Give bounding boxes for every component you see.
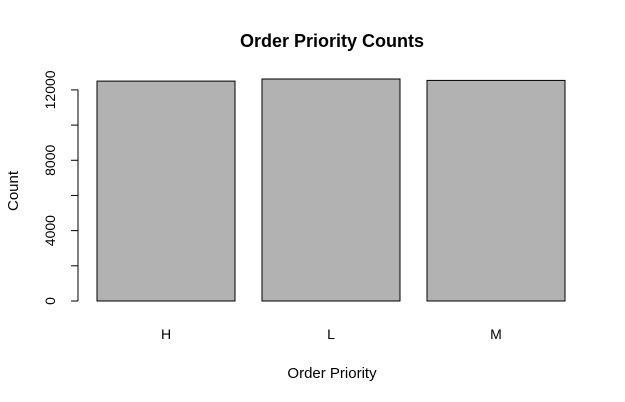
x-tick-label-M: M [490,326,502,342]
bar-M [426,79,566,302]
x-tick-label-H: H [161,326,171,342]
y-tick-label-12000: 12000 [42,70,58,109]
x-tick-label-L: L [327,326,335,342]
chart-title: Order Priority Counts [240,31,424,51]
y-tick-label-4000: 4000 [42,215,58,246]
bars-group [96,78,566,302]
bar-L [261,78,401,302]
y-tick-label-0: 0 [42,297,58,305]
y-tick-label-8000: 8000 [42,144,58,175]
x-axis-label: Order Priority [287,365,377,382]
y-axis-label: Count [5,170,22,211]
bar-H [96,80,236,302]
y-axis: 0 4000 8000 12000 [42,70,79,305]
